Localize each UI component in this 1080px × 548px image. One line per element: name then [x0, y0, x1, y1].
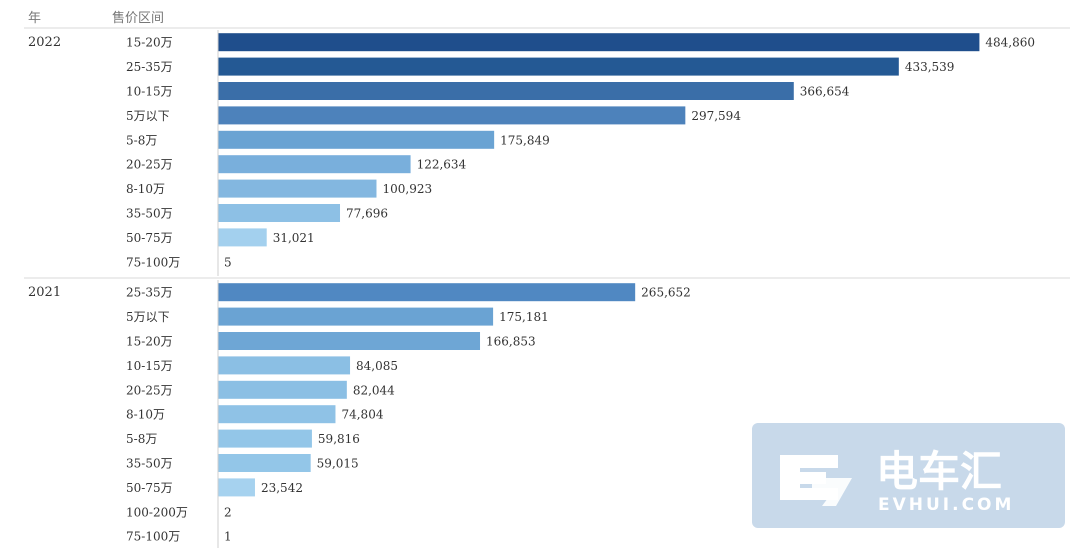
watermark-site: EVHUI.COM: [878, 495, 1014, 515]
bar: [218, 405, 336, 424]
category-label: 10-15万: [126, 85, 173, 99]
data-label: 297,594: [691, 109, 741, 123]
bar: [218, 106, 686, 125]
data-label: 23,542: [261, 481, 303, 495]
data-label: 166,853: [486, 335, 536, 349]
bar: [218, 130, 495, 149]
category-label: 10-15万: [126, 359, 173, 373]
data-label: 84,085: [356, 359, 398, 373]
category-label: 25-35万: [126, 286, 173, 300]
data-label: 484,860: [985, 36, 1035, 50]
bar: [218, 380, 347, 399]
category-label: 5-8万: [126, 432, 157, 446]
category-label: 8-10万: [126, 408, 165, 422]
watermark: 电车汇 EVHUI.COM: [752, 423, 1065, 528]
header-category: 售价区间: [112, 10, 164, 26]
category-label: 20-25万: [126, 158, 173, 172]
category-label: 5万以下: [126, 109, 170, 123]
bar: [218, 283, 636, 302]
category-label: 75-100万: [126, 530, 180, 544]
data-label: 59,816: [318, 432, 360, 446]
data-label: 82,044: [353, 383, 395, 397]
bar: [218, 228, 267, 247]
bar: [218, 155, 411, 174]
bar: [218, 57, 899, 76]
bar: [218, 478, 255, 497]
data-label: 1: [224, 530, 232, 544]
bar: [218, 332, 481, 350]
category-label: 100-200万: [126, 505, 188, 519]
category-label: 35-50万: [126, 457, 173, 471]
bar: [218, 82, 794, 100]
data-label: 175,181: [499, 310, 549, 324]
data-label: 59,015: [317, 457, 359, 471]
year-label: 2021: [28, 285, 61, 300]
category-label: 50-75万: [126, 481, 173, 495]
data-label: 175,849: [500, 133, 550, 147]
bar: [218, 179, 377, 198]
data-label: 433,539: [905, 60, 955, 74]
data-label: 122,634: [417, 158, 467, 172]
bar: [218, 454, 311, 472]
category-label: 5万以下: [126, 310, 170, 324]
category-label: 50-75万: [126, 231, 173, 245]
bar: [218, 204, 341, 222]
data-label: 74,804: [341, 408, 383, 422]
header-year: 年: [28, 11, 41, 26]
data-label: 31,021: [273, 231, 315, 245]
category-label: 25-35万: [126, 60, 173, 74]
watermark-brand: 电车汇: [876, 447, 1002, 496]
category-label: 5-8万: [126, 133, 157, 147]
data-label: 5: [224, 255, 232, 269]
bar: [218, 307, 494, 326]
bar: [218, 429, 312, 448]
data-label: 265,652: [641, 286, 691, 300]
category-label: 20-25万: [126, 383, 173, 397]
category-label: 75-100万: [126, 255, 180, 269]
category-label: 35-50万: [126, 207, 173, 221]
year-label: 2022: [28, 35, 61, 50]
category-label: 8-10万: [126, 182, 165, 196]
bar: [218, 356, 351, 375]
data-label: 100,923: [382, 182, 432, 196]
bar: [218, 33, 980, 52]
data-label: 366,654: [800, 85, 850, 99]
watermark-logo-icon: [780, 455, 852, 506]
data-label: 2: [224, 505, 232, 519]
data-label: 77,696: [346, 207, 388, 221]
plot-area: 2022 15-20万 484,860 25-35万 433,539 10-15万 366,…: [24, 30, 1070, 548]
category-label: 15-20万: [126, 36, 173, 50]
category-label: 15-20万: [126, 335, 173, 349]
